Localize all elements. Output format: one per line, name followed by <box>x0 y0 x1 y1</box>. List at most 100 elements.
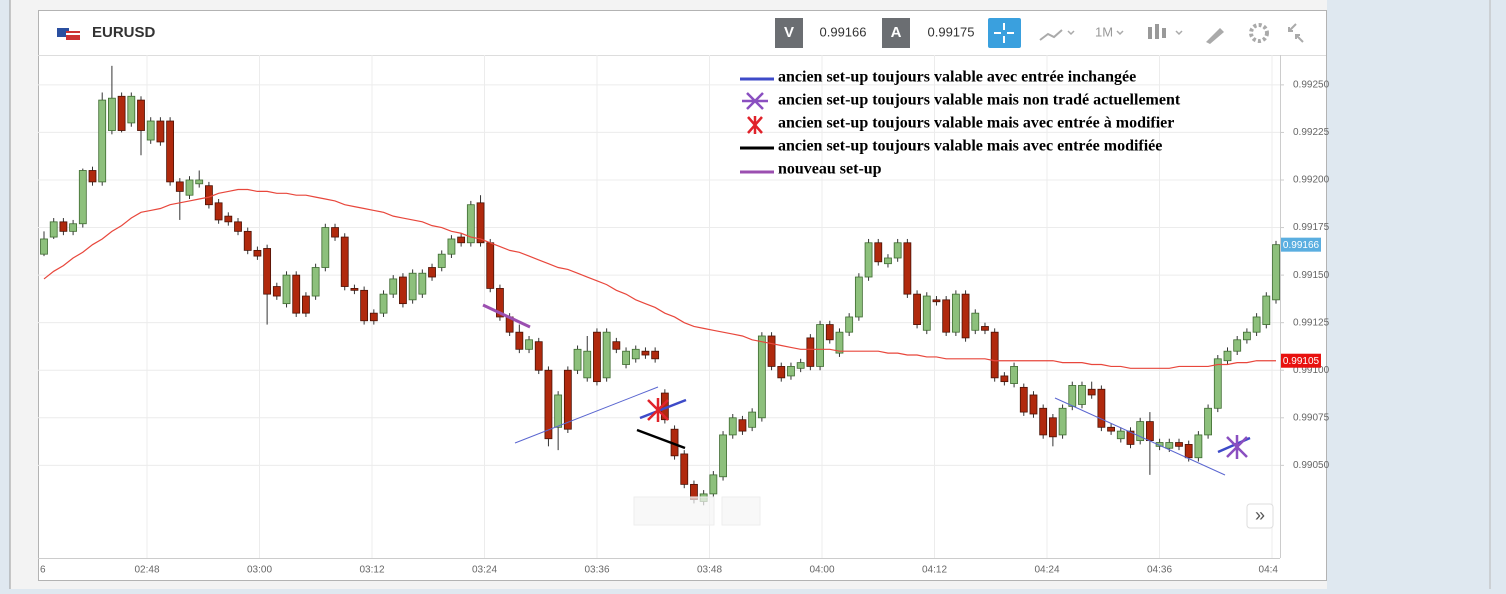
ask-label: A <box>891 24 902 41</box>
candle-body <box>1262 295 1271 325</box>
scroll-button[interactable]: » <box>1246 503 1274 529</box>
candle-body <box>146 120 155 141</box>
candle-body <box>1010 366 1018 384</box>
timeframe-button[interactable]: 1M <box>1095 24 1113 39</box>
candle-body <box>399 276 407 305</box>
bid-label: V <box>784 24 794 41</box>
candle-body <box>205 185 213 206</box>
candle-body <box>544 369 553 440</box>
draw-button[interactable] <box>1206 28 1224 44</box>
y-tick-label: 0.99150 <box>1293 270 1330 281</box>
candle-body <box>1078 385 1086 405</box>
ghost-box <box>633 496 715 526</box>
x-tick-label: 02:48 <box>134 565 159 576</box>
candle-body <box>263 248 272 295</box>
plot-area <box>40 65 1280 506</box>
candle-body <box>350 288 359 291</box>
x-tick-label: 03:00 <box>247 565 272 576</box>
candle-body <box>1165 442 1174 449</box>
candle-body <box>321 227 330 268</box>
candle-body <box>1194 434 1203 459</box>
candle-body <box>1029 394 1038 415</box>
trend-line <box>1054 397 1226 476</box>
candle-body <box>137 99 145 131</box>
candle-body <box>49 221 58 238</box>
x-tick-label: 03:36 <box>584 565 609 576</box>
y-tick-label: 0.99100 <box>1293 365 1330 376</box>
candle-body <box>864 242 873 278</box>
crosshair-button[interactable] <box>988 18 1021 48</box>
candle-body <box>1223 350 1232 362</box>
not-traded-mark <box>1226 435 1248 459</box>
candle-body <box>583 350 592 379</box>
y-tick-label: 0.99250 <box>1293 80 1330 91</box>
moving-average <box>43 188 1276 369</box>
candle-body <box>573 348 582 371</box>
candle-body <box>253 249 262 257</box>
candle-body <box>602 331 611 379</box>
x-tick-label: 03:12 <box>359 565 384 576</box>
candle-body <box>796 362 805 369</box>
legend-text: ancien set-up toujours valable mais non … <box>778 92 1181 109</box>
candle-body <box>1000 375 1009 383</box>
candle-body <box>748 411 757 428</box>
y-tick-label: 0.99175 <box>1293 222 1330 233</box>
candle-body <box>40 238 48 255</box>
candle-body <box>195 179 204 185</box>
candle-body <box>476 202 485 244</box>
candle-body <box>1213 358 1222 409</box>
candle-body <box>787 366 795 377</box>
candle-body <box>942 299 951 333</box>
candle-body <box>1184 444 1193 459</box>
candle-body <box>185 179 194 196</box>
candle-body <box>282 274 291 305</box>
candle-body <box>428 267 436 278</box>
candle-body <box>554 394 563 428</box>
candle-body <box>1107 426 1115 432</box>
candle-body <box>874 242 883 263</box>
trend-line <box>514 386 659 444</box>
timeframe-caret <box>1116 30 1124 36</box>
candle-body <box>1097 388 1106 428</box>
candle-body <box>1116 430 1125 440</box>
symbol: EURUSD <box>92 24 156 41</box>
candle-body <box>1242 331 1251 341</box>
candle-style-button[interactable] <box>1148 24 1183 39</box>
candle-body <box>816 324 824 367</box>
candle-body <box>98 99 107 183</box>
settings-button[interactable] <box>1249 23 1269 43</box>
new-setup-line <box>482 303 531 329</box>
legend-text: ancien set-up toujours valable avec entr… <box>778 69 1136 86</box>
candle-body <box>845 316 854 333</box>
candle-body <box>1019 386 1028 413</box>
annotation-legend: ancien set-up toujours valable avec entr… <box>740 69 1181 178</box>
candle-body <box>612 341 621 350</box>
candle-body <box>117 95 126 131</box>
x-tick-label: 04:00 <box>809 565 834 576</box>
candle-body <box>1175 442 1183 447</box>
chart-type-button[interactable] <box>1039 29 1075 41</box>
candle-body <box>767 335 776 367</box>
modified-line <box>636 428 686 450</box>
candle-body <box>88 170 97 183</box>
candle-body <box>127 95 136 124</box>
candle-body <box>59 221 68 232</box>
candle-body <box>534 341 543 371</box>
y-tick-label: 0.99075 <box>1293 412 1330 423</box>
candle-body <box>825 324 834 341</box>
ma-price-tag: 0.99105 <box>1283 356 1320 367</box>
candle-body <box>525 339 533 350</box>
modify-mark <box>647 398 669 422</box>
y-tick-label: 0.99200 <box>1293 175 1330 186</box>
candle-body <box>108 97 116 131</box>
ma-price-tag-box <box>1281 353 1321 368</box>
ask-price: 0.99175 <box>928 24 975 39</box>
chart-frame <box>38 10 1327 581</box>
candle-body <box>1087 388 1096 396</box>
bid-badge <box>775 18 803 48</box>
candle-body <box>651 350 660 360</box>
candle-body <box>971 312 980 331</box>
collapse-button[interactable] <box>1288 23 1304 43</box>
candle-body <box>243 230 252 251</box>
candle-body <box>78 170 87 225</box>
